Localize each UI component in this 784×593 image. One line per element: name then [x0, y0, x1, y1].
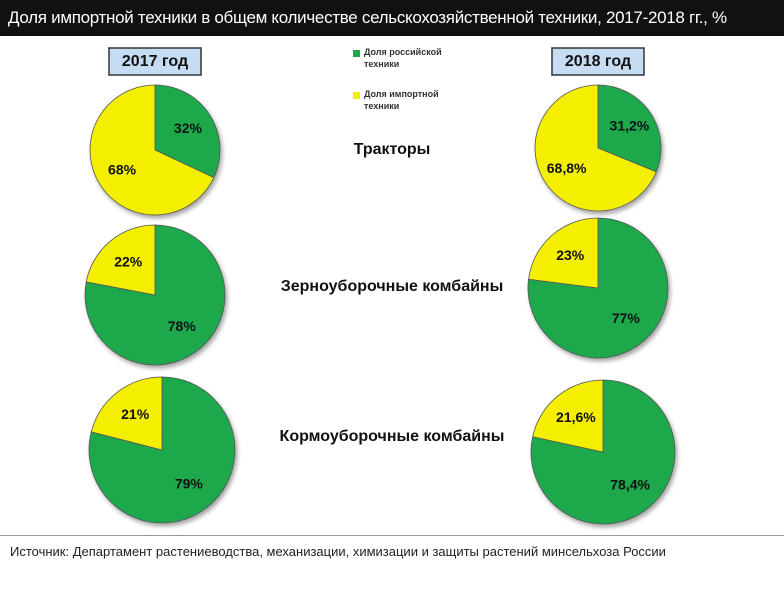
value-label: 79%	[175, 475, 204, 491]
pie-slice	[532, 379, 604, 453]
source: Источник: Департамент растениеводства, м…	[10, 544, 666, 559]
value-label: 68%	[108, 162, 137, 178]
value-label: 78%	[168, 318, 197, 334]
pie-slice	[85, 224, 156, 296]
pie-slice	[534, 84, 657, 212]
legend-swatch	[353, 50, 360, 57]
legend-label: Доля российской техники	[364, 47, 442, 69]
value-label: 23%	[556, 247, 585, 263]
pie	[534, 84, 662, 212]
row-label: Кормоуборочные комбайны	[280, 428, 505, 445]
year-box	[108, 47, 202, 76]
pie-slice	[597, 84, 662, 173]
value-label: 31,2%	[610, 118, 650, 134]
title: Доля импортной техники в общем количеств…	[0, 0, 784, 36]
pie	[527, 217, 669, 359]
row-label: Тракторы	[354, 141, 431, 158]
pie-slice	[89, 84, 215, 216]
value-label: 78,4%	[610, 476, 650, 492]
row-label: Зерноуборочные комбайны	[281, 278, 504, 295]
pie-slice	[528, 217, 599, 289]
separator	[0, 535, 784, 536]
pie	[89, 84, 221, 216]
legend-swatch	[353, 92, 360, 99]
value-label: 77%	[612, 310, 641, 326]
value-label: 68,8%	[547, 160, 587, 176]
value-label: 21%	[121, 406, 150, 422]
year-label: 2018 год	[565, 53, 631, 70]
year-box	[551, 47, 645, 76]
value-label: 32%	[174, 120, 203, 136]
pie-slice	[90, 376, 163, 451]
legend-label: Доля импортной техники	[364, 89, 439, 111]
value-label: 22%	[114, 253, 143, 269]
pie-slice	[530, 379, 676, 525]
pie	[88, 376, 236, 524]
pie-slice	[154, 84, 221, 179]
pie	[84, 224, 226, 366]
chart: 2017 год 2018 год Доля российской техники До…	[84, 47, 676, 525]
year-label: 2017 год	[122, 53, 188, 70]
pie	[530, 379, 676, 525]
value-label: 21,6%	[556, 409, 596, 425]
